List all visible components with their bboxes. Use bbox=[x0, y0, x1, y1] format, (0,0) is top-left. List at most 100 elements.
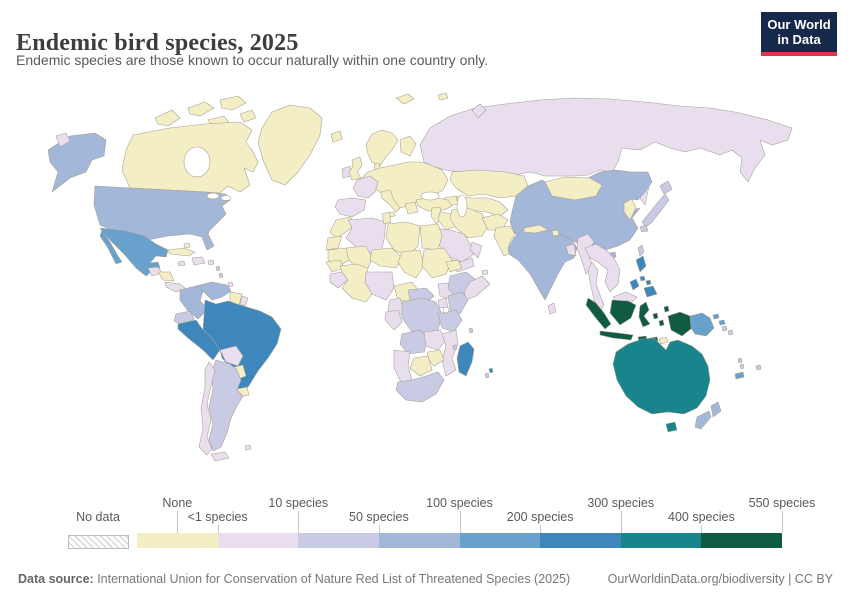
country-finland[interactable] bbox=[399, 135, 417, 157]
legend-bin-4[interactable] bbox=[459, 533, 541, 548]
country-lesser-antilles[interactable] bbox=[218, 272, 224, 279]
country-indonesia-sumatra[interactable] bbox=[585, 297, 612, 330]
country-tierra-del-fuego[interactable] bbox=[210, 451, 230, 462]
country-sri-lanka[interactable] bbox=[547, 302, 557, 315]
country-arctic-islands[interactable] bbox=[219, 95, 247, 111]
country-madagascar[interactable] bbox=[456, 341, 475, 377]
license-link[interactable]: OurWorldinData.org/biodiversity | CC BY bbox=[607, 572, 833, 586]
country-philippines-visayas[interactable] bbox=[639, 275, 646, 282]
country-vanuatu[interactable] bbox=[739, 363, 745, 370]
country-south-africa[interactable] bbox=[395, 371, 445, 403]
country-australia[interactable] bbox=[612, 337, 711, 415]
country-puerto-rico[interactable] bbox=[207, 259, 215, 266]
country-nepal[interactable] bbox=[523, 224, 549, 234]
country-russia[interactable] bbox=[419, 97, 793, 183]
country-uganda[interactable] bbox=[437, 297, 449, 309]
legend-bin-1[interactable] bbox=[217, 533, 299, 548]
country-west-africa-coast[interactable] bbox=[339, 263, 373, 303]
country-venezuela[interactable] bbox=[195, 281, 232, 301]
country-falklands[interactable] bbox=[244, 444, 252, 451]
country-indonesia-maluku[interactable] bbox=[658, 319, 665, 327]
legend-bin-3[interactable] bbox=[378, 533, 460, 548]
country-fiji[interactable] bbox=[755, 364, 762, 371]
country-france[interactable] bbox=[352, 175, 379, 199]
country-indonesia-java[interactable] bbox=[599, 330, 634, 341]
country-svalbard[interactable] bbox=[395, 93, 415, 105]
country-taiwan[interactable] bbox=[637, 244, 645, 257]
country-papua-new-guinea[interactable] bbox=[689, 312, 715, 337]
country-arctic-isle[interactable] bbox=[437, 92, 449, 101]
country-namibia[interactable] bbox=[393, 349, 413, 385]
country-iceland[interactable] bbox=[330, 130, 343, 143]
country-kazakhstan[interactable] bbox=[449, 169, 529, 199]
country-comoros[interactable] bbox=[452, 344, 458, 351]
country-niger[interactable] bbox=[369, 247, 403, 269]
country-arctic-islands[interactable] bbox=[187, 101, 215, 117]
country-russia-chukotka[interactable] bbox=[55, 132, 71, 148]
country-bhutan[interactable] bbox=[551, 229, 560, 237]
country-solomon-islands[interactable] bbox=[721, 325, 728, 332]
country-argentina[interactable] bbox=[208, 359, 244, 452]
country-arctic-islands[interactable] bbox=[154, 109, 181, 127]
country-tunisia[interactable] bbox=[381, 211, 392, 225]
country-hispaniola[interactable] bbox=[191, 256, 206, 266]
country-zambia[interactable] bbox=[423, 329, 447, 351]
legend-no-data-swatch[interactable] bbox=[68, 535, 129, 549]
country-timor-leste[interactable] bbox=[658, 336, 669, 345]
country-tanzania[interactable] bbox=[437, 309, 463, 333]
country-mongolia[interactable] bbox=[544, 176, 603, 201]
country-japan-hokkaido[interactable] bbox=[659, 180, 673, 195]
country-angola[interactable] bbox=[399, 329, 429, 355]
country-philippines-mindanao[interactable] bbox=[643, 285, 658, 298]
country-egypt[interactable] bbox=[419, 223, 443, 251]
country-italy[interactable] bbox=[380, 189, 401, 213]
country-reunion[interactable] bbox=[484, 372, 490, 379]
country-philippines-visayas[interactable] bbox=[645, 279, 652, 286]
country-jamaica[interactable] bbox=[177, 260, 186, 267]
country-chad[interactable] bbox=[397, 249, 425, 279]
country-korea[interactable] bbox=[623, 198, 637, 221]
country-indonesia-kalimantan[interactable] bbox=[609, 299, 637, 326]
country-kenya[interactable] bbox=[447, 291, 469, 315]
country-peru[interactable] bbox=[177, 319, 221, 361]
country-tasmania[interactable] bbox=[665, 421, 678, 433]
country-socotra[interactable] bbox=[481, 269, 489, 276]
country-nicaragua[interactable] bbox=[157, 271, 175, 282]
legend-bin-5[interactable] bbox=[540, 533, 621, 548]
country-novaya-zemlya[interactable] bbox=[471, 103, 487, 119]
country-indonesia-maluku[interactable] bbox=[652, 312, 659, 320]
country-indonesia-maluku[interactable] bbox=[663, 305, 670, 313]
legend-bin-6[interactable] bbox=[620, 533, 702, 548]
country-greece[interactable] bbox=[404, 201, 419, 215]
country-mauritius[interactable] bbox=[488, 367, 494, 374]
country-norway-sweden[interactable] bbox=[365, 129, 399, 167]
country-mexico-baja[interactable] bbox=[99, 229, 123, 265]
country-french-guiana[interactable] bbox=[239, 295, 249, 307]
legend-bin-0[interactable] bbox=[137, 533, 218, 548]
country-indonesia-sulawesi[interactable] bbox=[638, 301, 651, 328]
country-mexico[interactable] bbox=[99, 227, 169, 277]
country-oman[interactable] bbox=[469, 241, 483, 259]
country-indochina[interactable] bbox=[584, 243, 621, 293]
legend-bin-2[interactable] bbox=[298, 533, 379, 548]
country-png-islands[interactable] bbox=[712, 313, 720, 320]
legend-bin-7[interactable] bbox=[701, 533, 782, 548]
country-western-sahara[interactable] bbox=[325, 235, 343, 251]
country-indonesia-west-papua[interactable] bbox=[667, 311, 693, 337]
country-sudan[interactable] bbox=[421, 247, 453, 279]
country-alaska[interactable] bbox=[47, 132, 107, 193]
country-guinea[interactable] bbox=[329, 271, 349, 289]
country-bangladesh[interactable] bbox=[565, 243, 577, 257]
country-solomon-islands[interactable] bbox=[727, 329, 734, 336]
country-seychelles[interactable] bbox=[468, 327, 474, 334]
country-philippines-palawan[interactable] bbox=[629, 278, 640, 291]
country-bolivia[interactable] bbox=[219, 345, 244, 367]
country-bahamas[interactable] bbox=[183, 242, 191, 249]
country-mozambique[interactable] bbox=[441, 329, 459, 377]
country-new-zealand-south[interactable] bbox=[694, 410, 712, 430]
country-philippines-luzon[interactable] bbox=[635, 255, 647, 273]
country-new-caledonia[interactable] bbox=[734, 371, 745, 380]
country-cuba[interactable] bbox=[167, 247, 196, 257]
country-arctic-islands[interactable] bbox=[239, 109, 257, 123]
owid-logo[interactable]: Our World in Data bbox=[761, 12, 837, 56]
